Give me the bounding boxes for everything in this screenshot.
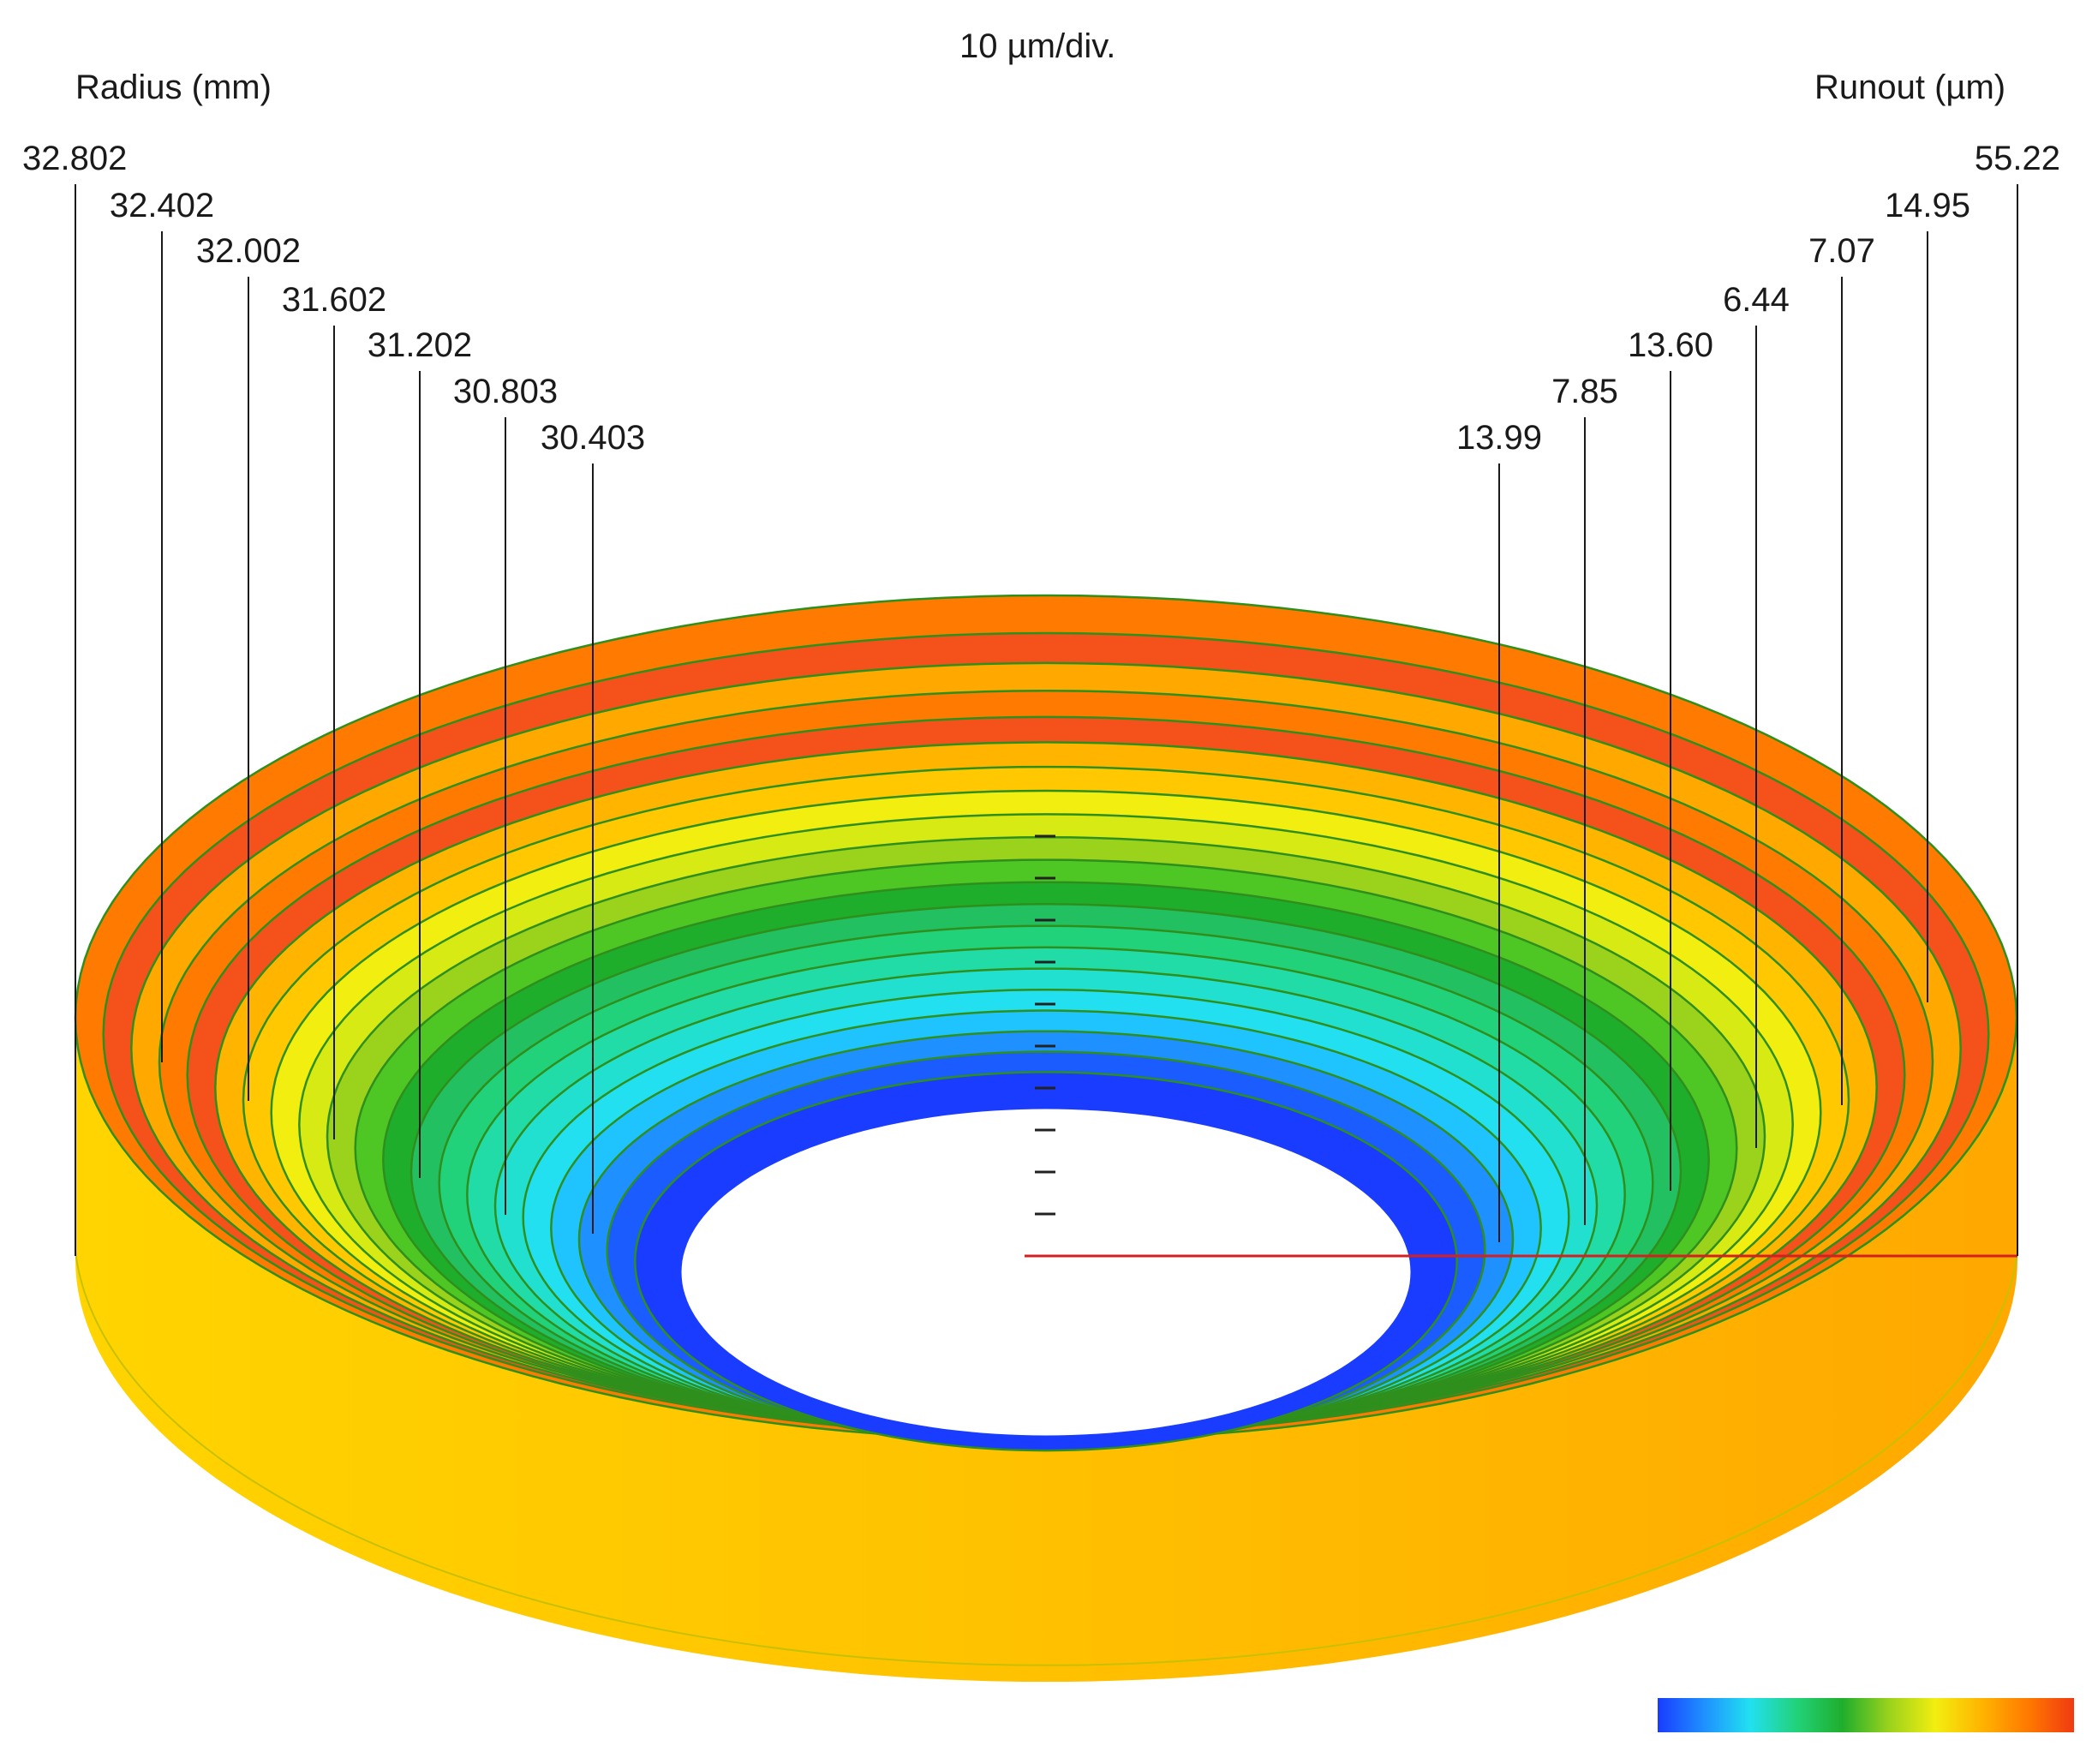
radius-label: 31.202: [368, 326, 472, 364]
runout-label: 7.07: [1808, 232, 1875, 270]
center-hole: [678, 1106, 1414, 1438]
radius-label: 32.802: [22, 140, 127, 177]
radius-label: 32.002: [196, 232, 301, 270]
radius-label: 32.402: [110, 187, 214, 224]
runout-label: 7.85: [1551, 373, 1618, 410]
right-axis-label: Runout (µm): [1814, 69, 2006, 106]
label-leader-lines: [75, 184, 2018, 1256]
radius-label: 30.403: [541, 419, 645, 457]
radius-label: 30.803: [453, 373, 558, 410]
ring-center-hole: [678, 1106, 1414, 1438]
chart-title: 10 µm/div.: [959, 27, 1116, 65]
vertical-scale-ticks: [1025, 834, 2017, 1258]
axis-value-labels: 32.802 32.402 32.002 31.602 31.202 30.803 30.4…: [22, 140, 2060, 457]
radius-label: 31.602: [282, 281, 386, 319]
left-axis-label: Radius (mm): [75, 69, 272, 106]
runout-label: 6.44: [1723, 281, 1790, 319]
runout-label: 13.60: [1628, 326, 1713, 364]
runout-label: 55.22: [1975, 140, 2060, 177]
runout-label: 13.99: [1456, 419, 1542, 457]
runout-label: 14.95: [1885, 187, 1970, 224]
colorbar: [1658, 1698, 2074, 1732]
